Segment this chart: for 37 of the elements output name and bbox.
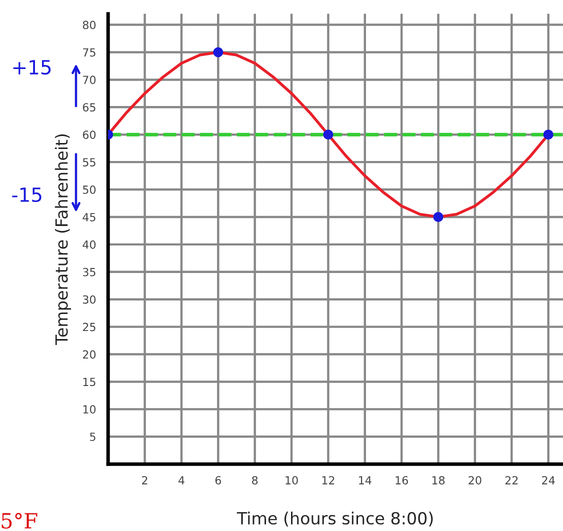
x-tick-label: 14 <box>359 476 372 484</box>
x-tick-label: 22 <box>505 476 518 484</box>
text: 5°F <box>2 512 38 529</box>
x-axis-title: Time (hours since 8:00) <box>236 512 433 527</box>
x-tick-label: 6 <box>215 476 221 484</box>
point <box>323 130 334 140</box>
y-tick-label: 50 <box>83 186 96 194</box>
y-tick-label: 20 <box>82 350 96 359</box>
y-tick-label: 5 <box>90 432 96 442</box>
x-tick-label: 16 <box>396 476 408 484</box>
y-axis-title: Temperature (Fahrenheit) <box>54 134 72 345</box>
point <box>213 47 224 58</box>
point <box>433 212 444 222</box>
x-tick-label: 20 <box>468 476 482 484</box>
x-tick-label: 8 <box>252 476 258 484</box>
y-tick-label: 75 <box>83 48 96 57</box>
point <box>543 130 554 140</box>
y-tick-label: 55 <box>83 158 96 166</box>
text: +15 <box>13 60 51 75</box>
y-tick-label: 30 <box>83 295 96 304</box>
y-tick-label: 65 <box>82 103 96 112</box>
y-tick-label: 40 <box>82 240 96 249</box>
x-tick-label: 24 <box>542 476 555 484</box>
y-tick-label: 60 <box>82 130 96 139</box>
x-tick-label: 10 <box>286 476 298 484</box>
y-tick-label: 80 <box>82 20 96 30</box>
x-tick-label: 4 <box>178 476 184 484</box>
y-tick-label: 25 <box>82 322 96 332</box>
y-tick-label: 70 <box>83 76 96 84</box>
x-tick-label: 12 <box>322 476 334 484</box>
y-tick-label: 45 <box>82 213 96 222</box>
x-tick-label: 18 <box>432 476 445 484</box>
y-tick-label: 10 <box>83 405 96 414</box>
x-tick-label: 2 <box>142 476 148 484</box>
y-tick-label: 15 <box>83 378 96 386</box>
y-tick-label: 35 <box>83 268 96 276</box>
text: -15 <box>12 188 42 202</box>
